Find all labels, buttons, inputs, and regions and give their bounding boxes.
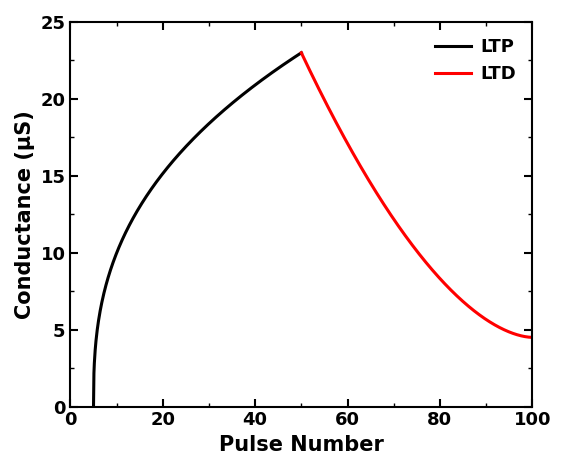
Line: LTD: LTD (301, 53, 532, 337)
LTP (293, 53, 300, 59)
LTP (90, 404, 97, 409)
Line: LTP: LTP (93, 53, 301, 407)
LTD (524, 334, 530, 340)
LTD (487, 320, 494, 325)
LTD (408, 241, 414, 246)
LTP (298, 50, 305, 55)
LTD (435, 274, 442, 280)
LTP (214, 113, 221, 119)
LTP (190, 136, 197, 141)
LTD (298, 50, 305, 55)
Y-axis label: Conductance (μS): Conductance (μS) (15, 110, 35, 319)
LTD (409, 243, 416, 248)
LTP (189, 137, 196, 143)
LTD (423, 260, 430, 266)
LTD (529, 335, 535, 340)
LTP (203, 124, 209, 129)
Legend: LTP, LTD: LTP, LTD (428, 31, 523, 91)
X-axis label: Pulse Number: Pulse Number (219, 435, 384, 455)
LTP (260, 76, 267, 81)
